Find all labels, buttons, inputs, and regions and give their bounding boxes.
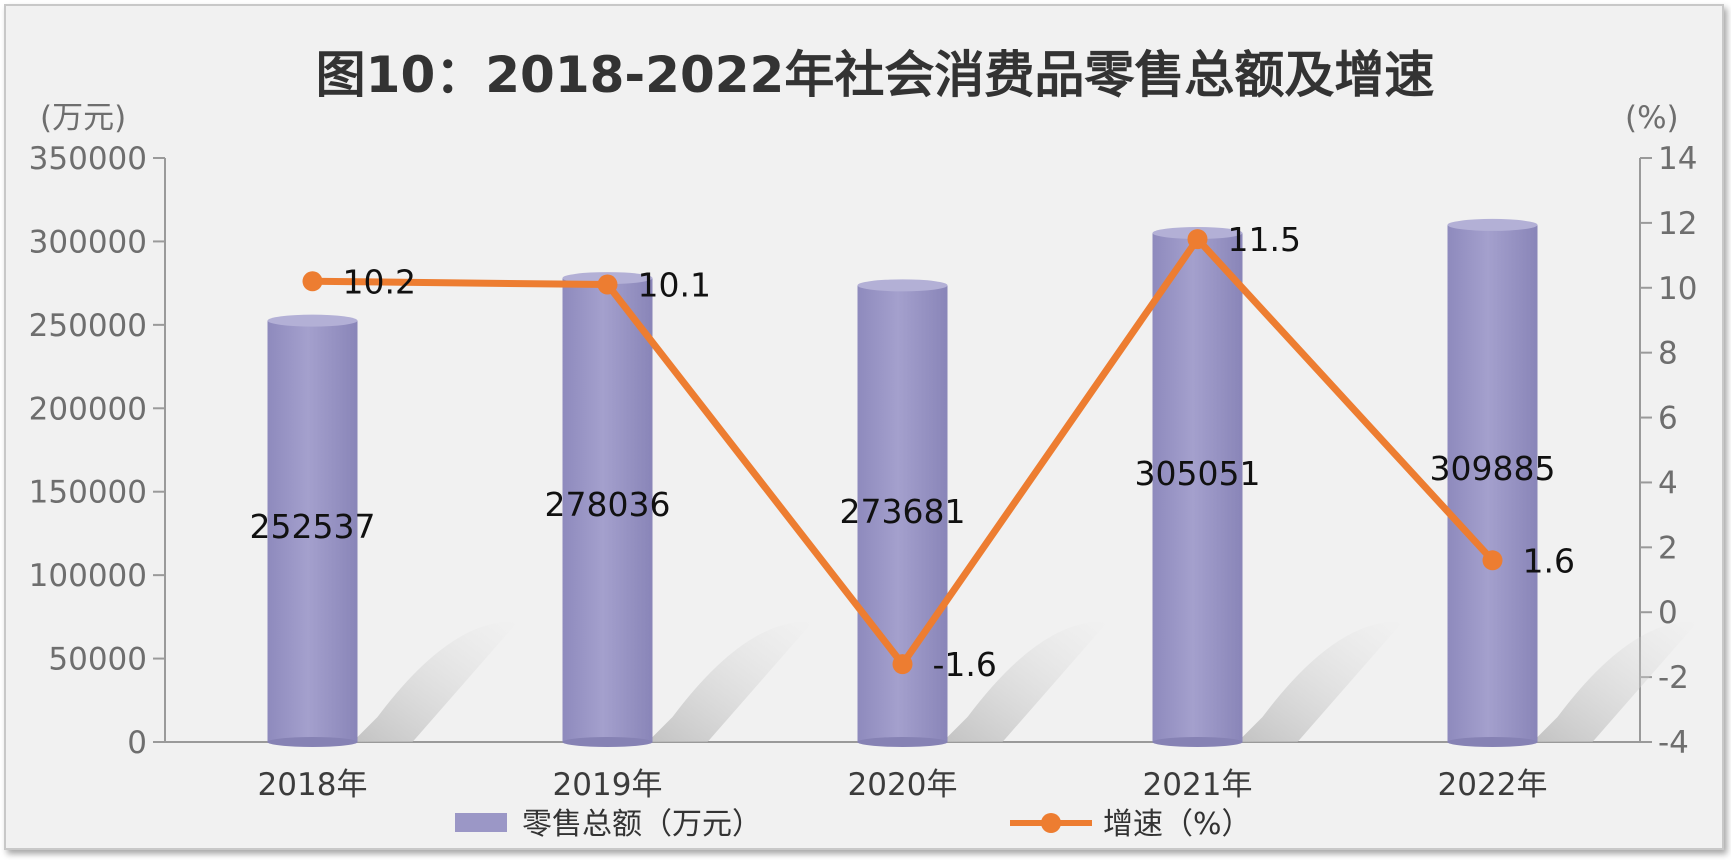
x-tick-label: 2018年 [258, 767, 368, 803]
bar-shadow [1237, 621, 1403, 742]
x-tick-label: 2021年 [1143, 767, 1253, 803]
x-tick-label: 2022年 [1438, 767, 1548, 803]
bar-base [857, 737, 948, 747]
legend: 零售总额（万元） 增速（%） [455, 807, 1252, 842]
left-tick-label: 100000 [29, 558, 147, 594]
right-tick-label: -2 [1658, 660, 1689, 696]
right-tick-label: 14 [1658, 141, 1697, 177]
legend-line-marker [1041, 813, 1061, 833]
x-tick-label: 2020年 [848, 767, 958, 803]
bar-shadows [352, 621, 1698, 742]
bar-shadow [647, 621, 813, 742]
growth-point [1187, 229, 1208, 250]
bar-base [1447, 737, 1538, 747]
left-tick-label: 200000 [29, 391, 147, 427]
legend-bar-swatch [455, 813, 507, 832]
growth-point [597, 274, 618, 295]
bar-value-label: 309885 [1430, 449, 1556, 488]
right-tick-label: 2 [1658, 530, 1678, 566]
growth-value-label: 1.6 [1523, 541, 1575, 580]
growth-line: 10.2 10.1 -1.6 11.5 1.6 [302, 220, 1575, 684]
bar-base [562, 737, 653, 747]
left-tick-label: 50000 [48, 642, 147, 678]
growth-point [302, 271, 323, 292]
growth-value-label: 11.5 [1228, 220, 1301, 259]
legend-bar-label: 零售总额（万元） [522, 807, 762, 842]
bar-cap [267, 314, 358, 327]
growth-point [1482, 550, 1503, 571]
bar-value-label: 273681 [840, 492, 966, 531]
bar-shadow [942, 621, 1108, 742]
left-axis-unit: (万元) [40, 100, 126, 136]
bar-value-label: 252537 [250, 507, 376, 546]
bars [267, 218, 1538, 747]
bar-value-label: 278036 [545, 485, 671, 524]
right-tick-label: 4 [1658, 465, 1678, 501]
left-tick-label: 300000 [29, 224, 147, 260]
left-tick-label: 250000 [29, 308, 147, 344]
x-tick-label: 2019年 [553, 767, 663, 803]
right-axis-unit: (%) [1625, 100, 1679, 136]
left-tick-label: 150000 [29, 475, 147, 511]
bar [267, 320, 358, 742]
bar [1152, 233, 1243, 742]
bar-cap [857, 279, 948, 292]
right-tick-label: 6 [1658, 401, 1678, 437]
bar-base [267, 737, 358, 747]
chart-title: 图10：2018-2022年社会消费品零售总额及增速 [316, 46, 1435, 104]
left-axis: 0 50000 100000 150000 200000 250000 300000 3500… [29, 141, 1640, 761]
growth-value-label: 10.2 [343, 262, 416, 301]
bar-value-label: 305051 [1135, 454, 1261, 493]
bar-labels: 252537 278036 273681 305051 309885 [250, 449, 1556, 546]
right-tick-label: 0 [1658, 595, 1678, 631]
growth-point [892, 654, 913, 675]
growth-value-label: -1.6 [933, 645, 997, 684]
bar-cap [1447, 218, 1538, 231]
x-axis: 2018年 2019年 2020年 2021年 2022年 [258, 767, 1548, 803]
legend-line-label: 增速（%） [1103, 807, 1252, 842]
right-tick-label: 8 [1658, 336, 1678, 372]
bar [562, 278, 653, 742]
bar [1447, 224, 1538, 742]
left-tick-label: 350000 [29, 141, 147, 177]
right-tick-label: -4 [1658, 725, 1689, 761]
bar-shadow [1532, 621, 1698, 742]
right-tick-label: 10 [1658, 271, 1697, 307]
left-tick-label: 0 [127, 725, 147, 761]
right-tick-label: 12 [1658, 206, 1697, 242]
growth-value-label: 10.1 [638, 266, 711, 305]
bar-base [1152, 737, 1243, 747]
bar-shadow [352, 621, 518, 742]
